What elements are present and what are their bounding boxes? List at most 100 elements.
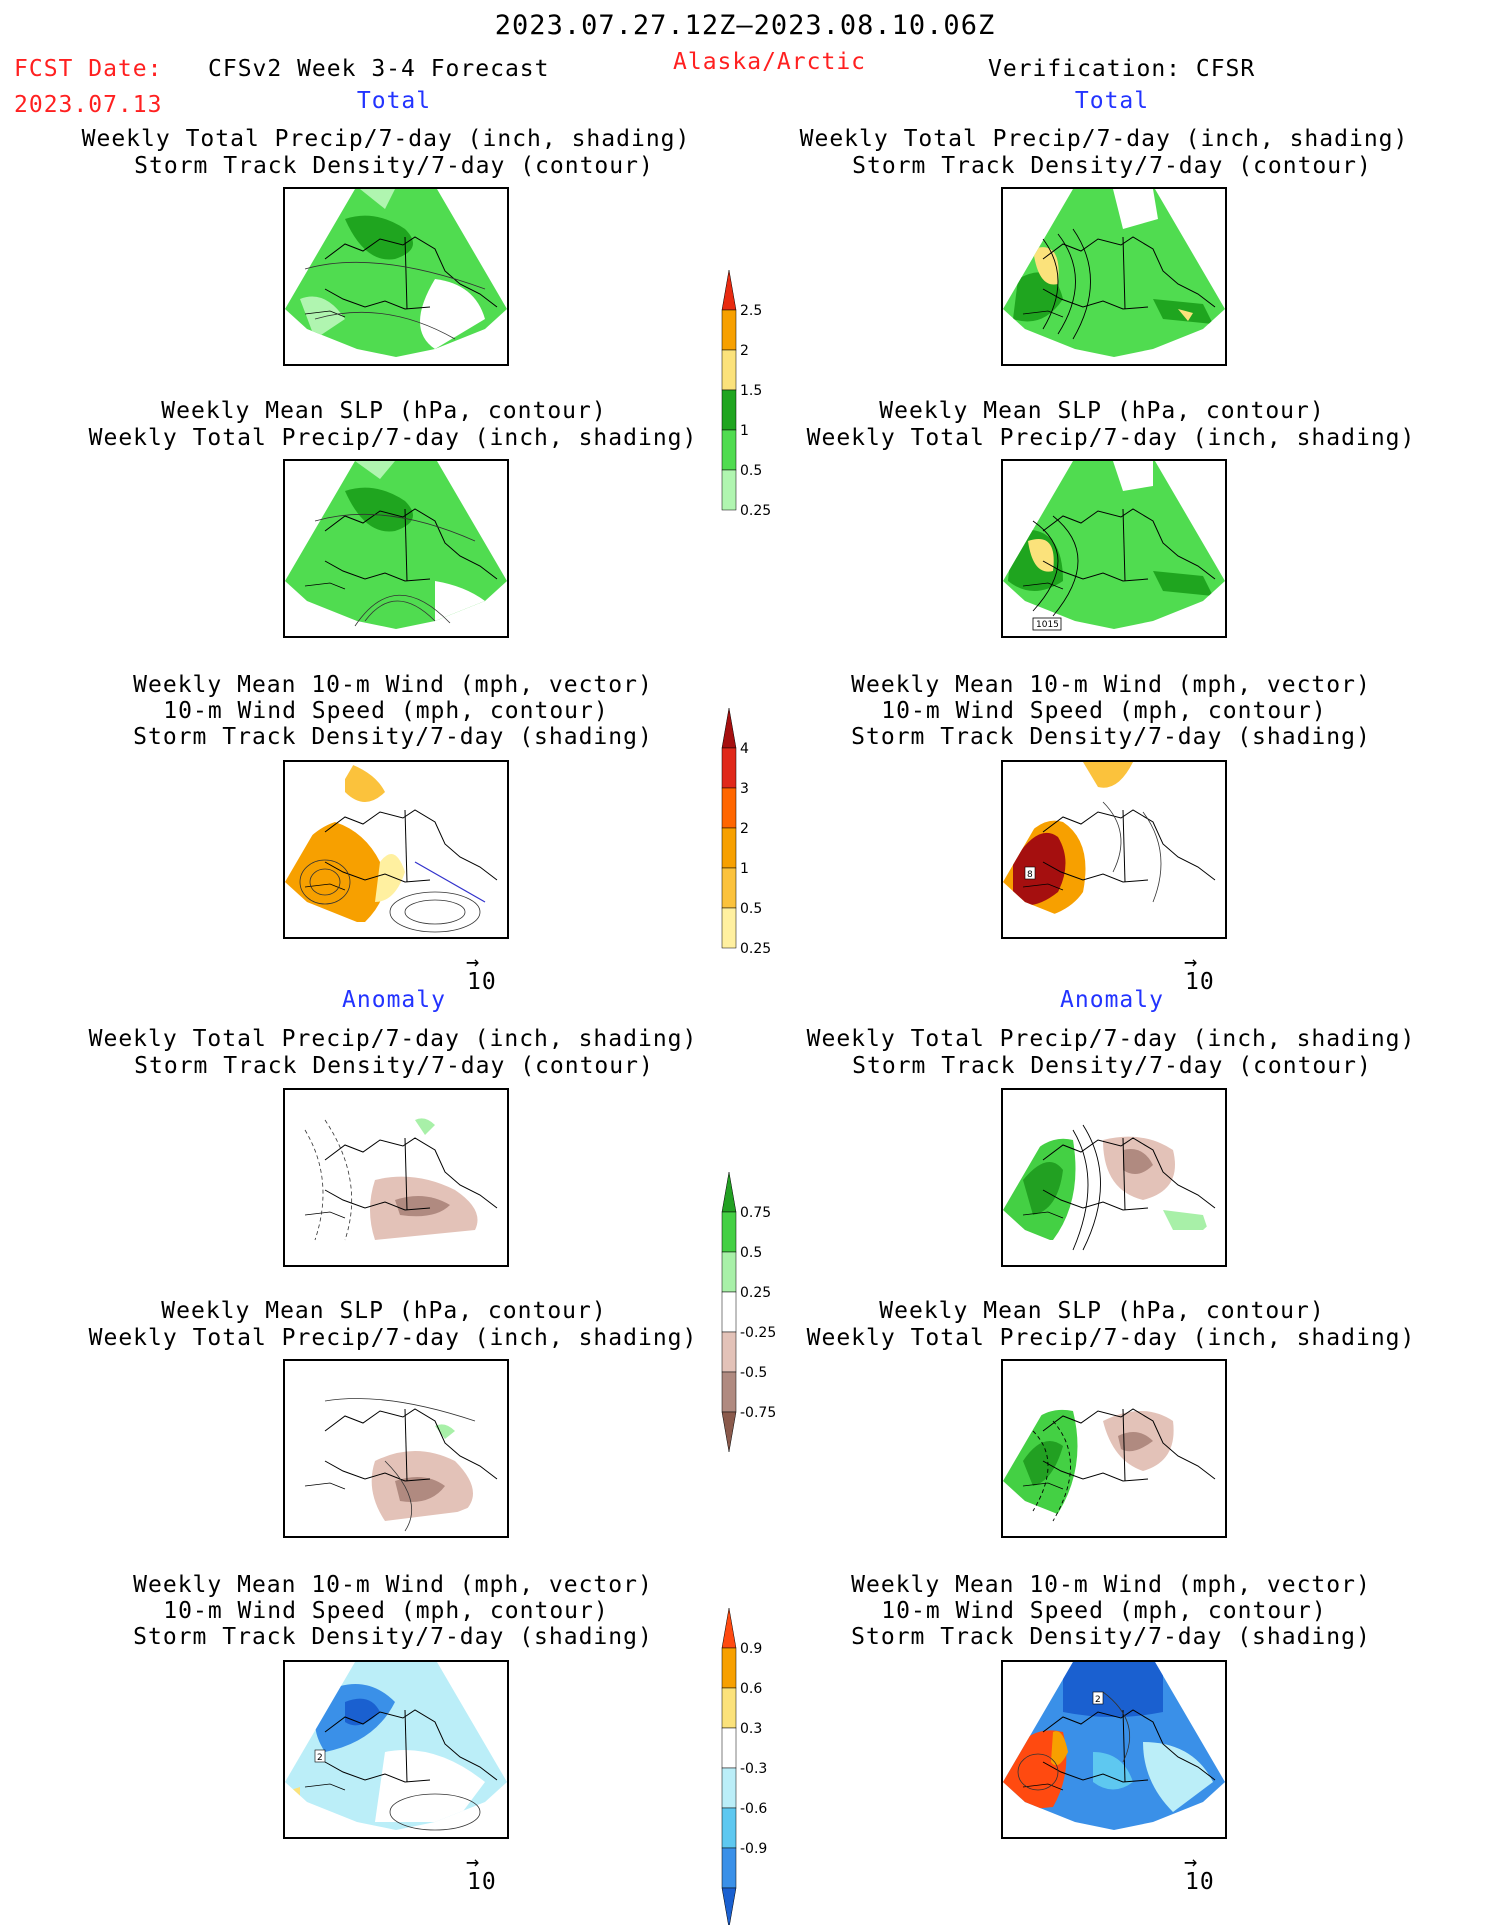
precip_anom-swatch [721, 1171, 737, 1213]
precip_total-swatch [721, 269, 737, 311]
colorbar-precip-total-svg: 2.5 2 1.5 1 0.5 0.25 [721, 269, 771, 519]
precip_total-tick-label: 2 [740, 343, 749, 359]
section-total-right: Total [1074, 88, 1150, 114]
title-fcst-anom-wind-3: Storm Track Density/7-day (shading) [133, 1624, 653, 1650]
precip_anom-swatch [721, 1371, 737, 1413]
storm_total-swatch [721, 747, 737, 789]
colorbar-storm-anom: 0.9 0.6 0.3 -0.3 -0.6 -0.9 [721, 1607, 802, 1925]
section-anomaly-left: Anomaly [342, 987, 446, 1013]
title-fcst-total-wind-3: Storm Track Density/7-day (shading) [133, 724, 653, 750]
verification-title: Verification: CFSR [988, 56, 1256, 82]
precip_total-tick-label: 0.25 [740, 503, 771, 519]
map-fcst-anom-slp [283, 1359, 509, 1538]
storm_total-swatch [721, 787, 737, 829]
title-verif-total-wind-1: Weekly Mean 10-m Wind (mph, vector) [851, 672, 1371, 698]
precip_total-tick-label: 1 [740, 423, 749, 439]
title-fcst-total-precip-1: Weekly Total Precip/7-day (inch, shading… [81, 126, 691, 152]
precip_anom-tick-label: 0.25 [740, 1285, 771, 1301]
precip_anom-tick-label: 0.75 [740, 1205, 771, 1221]
vector-ref-value-fcst-anom: 10 [467, 1869, 497, 1895]
title-fcst-anom-wind-1: Weekly Mean 10-m Wind (mph, vector) [133, 1572, 653, 1598]
precip_total-swatch [721, 469, 737, 511]
wind-contour-label: 8 [1027, 870, 1033, 880]
vector-ref-value-fcst-total: 10 [467, 969, 497, 995]
title-fcst-anom-wind-2: 10-m Wind Speed (mph, contour) [163, 1598, 609, 1624]
map-fcst-total-wind [283, 760, 509, 939]
colorbar-storm-total: 4 3 2 1 0.5 0.25 [721, 707, 802, 998]
precip_total-swatch [721, 389, 737, 431]
vector-ref-arrow-verif-total: → [1184, 950, 1198, 975]
storm_anom-swatch [721, 1847, 737, 1889]
precip_anom-swatch [721, 1251, 737, 1293]
storm_total-swatch [721, 827, 737, 869]
precip_anom-swatch [721, 1211, 737, 1253]
vector-ref-arrow-verif-anom: → [1184, 1850, 1198, 1875]
storm_anom-tick-label: 0.6 [740, 1681, 762, 1697]
title-verif-anom-slp-2: Weekly Total Precip/7-day (inch, shading… [806, 1325, 1416, 1351]
map-verif-total-slp: 1015 [1001, 459, 1227, 638]
precip_anom-swatch [721, 1291, 737, 1333]
region-title: Alaska/Arctic [673, 49, 867, 75]
storm_anom-tick-label: -0.9 [740, 1841, 767, 1857]
storm_total-tick-label: 3 [740, 781, 749, 797]
title-fcst-total-wind-2: 10-m Wind Speed (mph, contour) [163, 698, 609, 724]
vector-ref-arrow-fcst-total: → [466, 950, 480, 975]
fcst-date-value: 2023.07.13 [14, 92, 163, 118]
storm_anom-tick-label: 0.3 [740, 1721, 762, 1737]
section-total-left: Total [356, 88, 432, 114]
storm_total-tick-label: 4 [740, 741, 749, 757]
title-verif-anom-wind-3: Storm Track Density/7-day (shading) [851, 1624, 1371, 1650]
title-fcst-total-slp-1: Weekly Mean SLP (hPa, contour) [161, 398, 607, 424]
colorbar-storm-anom-svg: 0.9 0.6 0.3 -0.3 -0.6 -0.9 [721, 1607, 767, 1925]
wind-anom-contour-label-left: 2 [317, 1753, 323, 1763]
map-verif-anom-slp [1001, 1359, 1227, 1538]
map-fcst-total-precip [283, 187, 509, 366]
title-fcst-anom-slp-1: Weekly Mean SLP (hPa, contour) [161, 1298, 607, 1324]
colorbar-precip-anom-svg: 0.75 0.5 0.25 -0.25 -0.5 -0.75 [721, 1171, 776, 1453]
storm_total-swatch [721, 867, 737, 909]
title-verif-total-wind-2: 10-m Wind Speed (mph, contour) [881, 698, 1327, 724]
storm_anom-swatch [721, 1687, 737, 1729]
storm_total-swatch [721, 707, 737, 749]
vector-ref-arrow-fcst-anom: → [466, 1850, 480, 1875]
storm_total-tick-label: 2 [740, 821, 749, 837]
title-verif-anom-wind-2: 10-m Wind Speed (mph, contour) [881, 1598, 1327, 1624]
title-fcst-total-wind-1: Weekly Mean 10-m Wind (mph, vector) [133, 672, 653, 698]
vector-ref-value-verif-anom: 10 [1185, 1869, 1215, 1895]
map-verif-total-wind: 8 [1001, 760, 1227, 939]
storm_total-tick-label: 1 [740, 861, 749, 877]
map-fcst-anom-wind: 2 [283, 1660, 509, 1839]
precip_total-swatch [721, 349, 737, 391]
precip_total-tick-label: 0.5 [740, 463, 762, 479]
map-verif-anom-wind: 2 [1001, 1660, 1227, 1839]
title-verif-total-slp-2: Weekly Total Precip/7-day (inch, shading… [806, 425, 1416, 451]
title-verif-total-wind-3: Storm Track Density/7-day (shading) [851, 724, 1371, 750]
title-fcst-total-slp-2: Weekly Total Precip/7-day (inch, shading… [88, 425, 698, 451]
map-fcst-anom-precip [283, 1088, 509, 1267]
section-anomaly-right: Anomaly [1060, 987, 1164, 1013]
title-fcst-total-precip-2: Storm Track Density/7-day (contour) [134, 153, 654, 179]
precip_total-tick-label: 2.5 [740, 303, 762, 319]
wind-anom-contour-label-right: 2 [1095, 1695, 1101, 1705]
colorbar-precip-anom: 0.75 0.5 0.25 -0.25 -0.5 -0.75 [721, 1171, 802, 1462]
map-fcst-total-slp [283, 459, 509, 638]
precip_total-swatch [721, 309, 737, 351]
title-verif-total-slp-1: Weekly Mean SLP (hPa, contour) [879, 398, 1325, 424]
precip_total-swatch [721, 429, 737, 471]
storm_anom-swatch [721, 1767, 737, 1809]
colorbar-precip-total: 2.5 2 1.5 1 0.5 0.25 [721, 269, 802, 560]
precip_total-tick-label: 1.5 [740, 383, 762, 399]
colorbar-storm-total-svg: 4 3 2 1 0.5 0.25 [721, 707, 771, 957]
storm_anom-swatch [721, 1887, 737, 1925]
title-verif-total-precip-2: Storm Track Density/7-day (contour) [852, 153, 1372, 179]
title-verif-anom-precip-1: Weekly Total Precip/7-day (inch, shading… [806, 1026, 1416, 1052]
storm_total-tick-label: 0.5 [740, 901, 762, 917]
map-verif-anom-precip [1001, 1088, 1227, 1267]
storm_anom-tick-label: -0.6 [740, 1801, 767, 1817]
title-verif-anom-precip-2: Storm Track Density/7-day (contour) [852, 1053, 1372, 1079]
precip_anom-tick-label: -0.5 [740, 1365, 767, 1381]
precip_anom-tick-label: 0.5 [740, 1245, 762, 1261]
title-fcst-anom-precip-1: Weekly Total Precip/7-day (inch, shading… [88, 1026, 698, 1052]
precip_anom-tick-label: -0.75 [740, 1405, 776, 1421]
storm_anom-swatch [721, 1807, 737, 1849]
